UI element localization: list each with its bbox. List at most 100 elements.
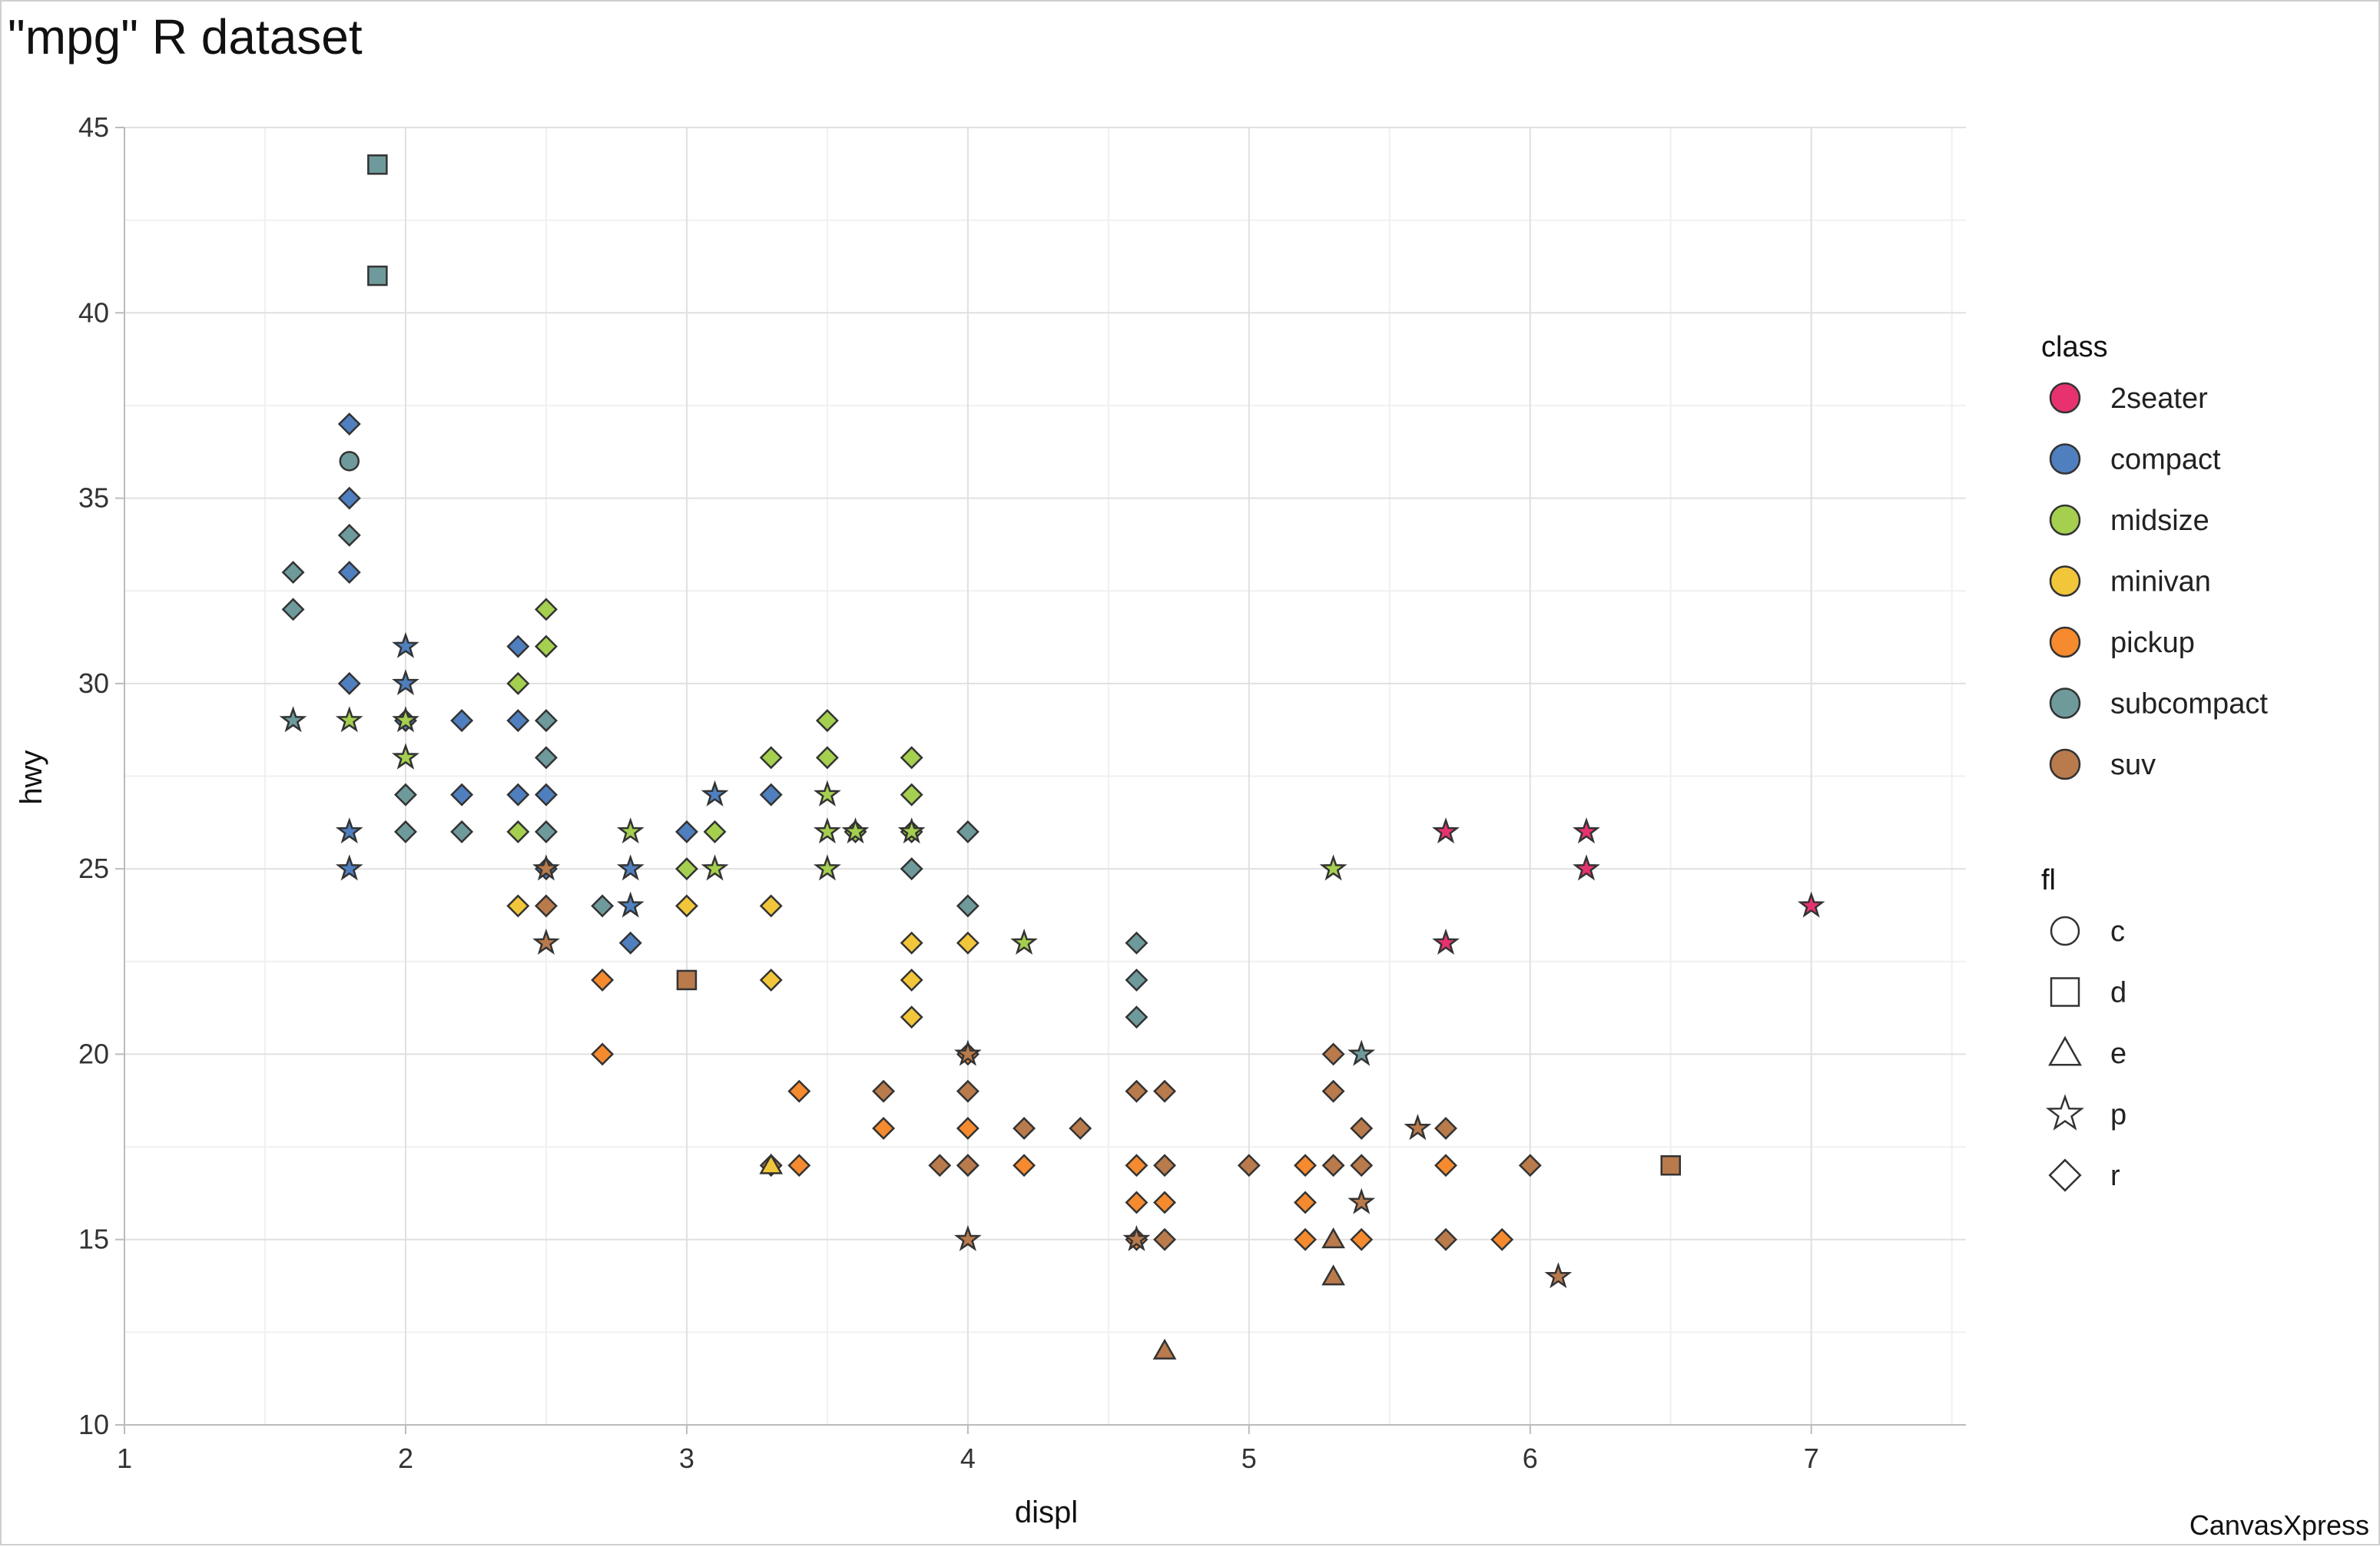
data-point: [759, 783, 783, 807]
data-point: [506, 894, 530, 918]
data-point: [591, 968, 615, 992]
data-point: [1434, 1154, 1457, 1178]
legend-label-subcompact: subcompact: [2110, 688, 2268, 720]
data-point: [1350, 1116, 1374, 1140]
y-tick-label: 40: [78, 296, 109, 328]
y-tick-label: 15: [78, 1224, 109, 1255]
data-point: [337, 561, 361, 585]
data-point: [1518, 1154, 1542, 1178]
data-point: [335, 706, 363, 733]
data-point: [450, 709, 474, 733]
legend-swatch-2seater: [2049, 382, 2081, 414]
legend-shape-r: [2048, 1158, 2082, 1192]
data-point: [1294, 1191, 1317, 1214]
data-point: [953, 1224, 982, 1251]
data-point: [450, 820, 474, 843]
data-point: [759, 1153, 784, 1174]
legend-label-midsize: midsize: [2110, 505, 2209, 537]
data-point: [900, 857, 923, 881]
data-point: [367, 154, 388, 175]
chart-title: "mpg" R dataset: [8, 9, 363, 65]
legend-label-e: e: [2110, 1038, 2126, 1070]
legend-shape-d: [2050, 977, 2080, 1007]
data-point: [1153, 1191, 1176, 1214]
data-point: [956, 931, 980, 955]
class-legend: class 2seater compact midsize minivan pickup…: [2041, 331, 2268, 781]
data-point: [534, 709, 558, 733]
data-point: [759, 968, 783, 992]
data-point: [676, 969, 698, 991]
legend-label-suv: suv: [2110, 749, 2156, 781]
data-point: [1122, 1224, 1151, 1251]
data-point: [506, 783, 530, 807]
data-point: [1347, 1188, 1376, 1214]
data-point: [534, 820, 558, 843]
data-point: [591, 1042, 615, 1066]
data-point: [953, 1039, 982, 1066]
data-point: [1125, 931, 1149, 955]
data-point: [1321, 1042, 1345, 1066]
data-point: [450, 783, 474, 807]
data-point: [1153, 1227, 1176, 1251]
data-point: [956, 894, 980, 918]
data-point: [1125, 1154, 1149, 1178]
data-point: [701, 780, 729, 807]
data-point: [956, 1116, 980, 1140]
data-point: [337, 412, 361, 436]
legend-label-r: r: [2110, 1160, 2120, 1192]
y-tick-label: 30: [78, 667, 109, 699]
legend-swatch-compact: [2049, 443, 2081, 475]
data-point: [339, 451, 360, 472]
data-point: [1321, 1154, 1345, 1178]
data-point: [1125, 968, 1149, 992]
data-point: [534, 894, 558, 918]
legend-label-2seater: 2seater: [2110, 383, 2208, 415]
x-tick-label: 1: [117, 1443, 132, 1474]
data-point: [534, 634, 558, 658]
data-point: [1432, 928, 1460, 955]
data-point: [337, 671, 361, 695]
legend-swatch-midsize: [2049, 504, 2081, 536]
grid-lines: [124, 127, 1966, 1426]
data-point: [675, 857, 698, 881]
y-tick-label: 25: [78, 853, 109, 884]
legend-label-d: d: [2110, 977, 2126, 1009]
watermark: CanvasXpress: [2189, 1509, 2369, 1541]
data-point: [701, 854, 729, 881]
data-point: [1319, 854, 1347, 881]
data-point: [532, 928, 560, 955]
data-point: [815, 709, 839, 733]
data-point: [534, 746, 558, 770]
y-axis-label: hwy: [15, 750, 48, 804]
data-point: [367, 265, 388, 287]
data-point: [1237, 1154, 1261, 1178]
data-point: [392, 669, 419, 696]
data-point: [532, 854, 560, 881]
data-point: [675, 894, 698, 918]
data-point: [703, 820, 727, 843]
data-point: [1404, 1114, 1432, 1141]
data-point: [1490, 1227, 1514, 1251]
data-point: [928, 1154, 952, 1178]
data-point: [1434, 1116, 1457, 1140]
data-point: [759, 894, 783, 918]
data-point: [1573, 854, 1600, 881]
data-point: [759, 746, 783, 770]
data-point: [1350, 1154, 1374, 1178]
data-point: [1350, 1227, 1374, 1251]
data-point: [1434, 1227, 1457, 1251]
y-tick-label: 45: [78, 111, 109, 143]
data-point: [1544, 1262, 1573, 1289]
data-point: [591, 894, 615, 918]
data-point: [506, 709, 530, 733]
data-points: [279, 154, 1825, 1360]
data-point: [392, 631, 419, 658]
x-tick-label: 6: [1523, 1443, 1538, 1474]
legend-shape-c: [2050, 916, 2080, 946]
data-point: [1321, 1079, 1345, 1103]
data-point: [616, 854, 645, 881]
data-point: [335, 854, 363, 881]
data-point: [1321, 1264, 1345, 1286]
